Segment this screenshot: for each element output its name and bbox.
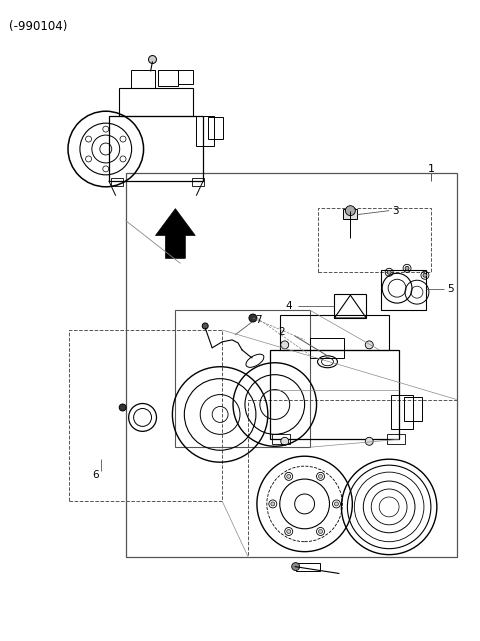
Bar xyxy=(296,563,320,570)
Bar xyxy=(387,435,405,444)
Bar xyxy=(280,315,389,350)
Text: 5: 5 xyxy=(447,284,454,294)
Circle shape xyxy=(287,474,291,478)
Bar xyxy=(391,395,413,429)
Circle shape xyxy=(319,474,323,478)
Bar xyxy=(343,209,357,219)
Circle shape xyxy=(319,529,323,533)
Text: 3: 3 xyxy=(392,206,399,215)
Bar xyxy=(208,117,223,139)
Circle shape xyxy=(423,273,427,278)
Circle shape xyxy=(287,529,291,533)
Bar xyxy=(109,116,203,181)
Bar xyxy=(310,338,344,358)
Text: 4: 4 xyxy=(285,301,292,311)
Bar xyxy=(131,71,156,88)
Bar xyxy=(179,71,193,85)
Bar xyxy=(248,399,457,556)
Bar xyxy=(404,397,422,421)
Text: 2: 2 xyxy=(278,327,285,337)
Circle shape xyxy=(119,404,126,411)
Circle shape xyxy=(365,437,373,445)
Bar xyxy=(119,88,193,116)
Bar xyxy=(381,271,426,310)
Text: 7: 7 xyxy=(255,315,262,325)
Circle shape xyxy=(271,502,275,506)
Bar xyxy=(318,208,431,272)
Text: 6: 6 xyxy=(93,470,99,480)
Bar xyxy=(272,435,290,444)
Bar xyxy=(111,178,123,186)
Bar xyxy=(270,350,399,439)
Bar xyxy=(192,178,204,186)
Text: (-990104): (-990104) xyxy=(9,20,68,33)
Bar xyxy=(158,71,179,87)
Circle shape xyxy=(346,206,355,215)
Bar xyxy=(335,294,366,318)
Bar xyxy=(126,173,457,556)
Circle shape xyxy=(281,437,288,445)
Circle shape xyxy=(335,502,338,506)
Circle shape xyxy=(292,563,300,570)
Circle shape xyxy=(202,323,208,329)
Bar xyxy=(196,116,214,146)
Circle shape xyxy=(387,271,391,274)
Polygon shape xyxy=(156,209,195,258)
Bar xyxy=(175,310,310,447)
Text: 1: 1 xyxy=(427,164,434,174)
Circle shape xyxy=(405,266,409,271)
Circle shape xyxy=(249,314,257,322)
Circle shape xyxy=(365,341,373,349)
Circle shape xyxy=(281,341,288,349)
Circle shape xyxy=(148,56,156,63)
Bar xyxy=(69,330,222,501)
